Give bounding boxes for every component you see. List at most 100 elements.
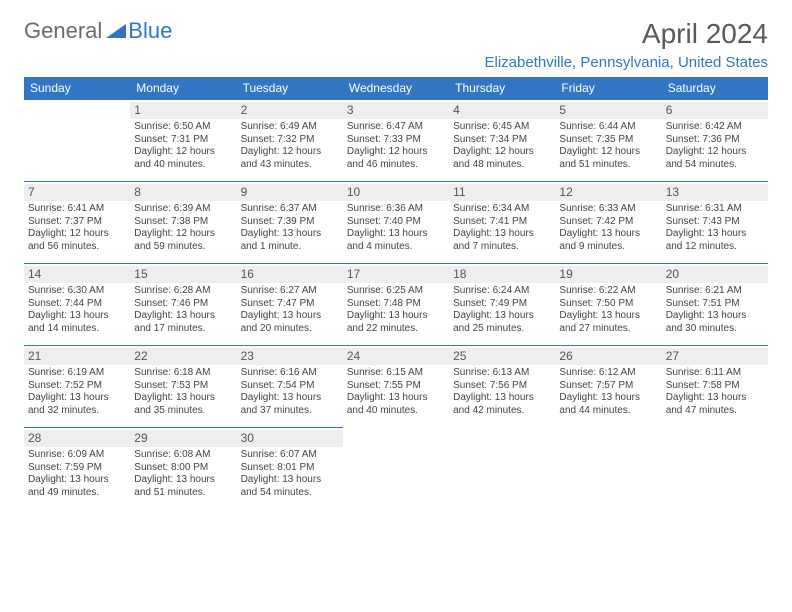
daylight-line: Daylight: 12 hours (347, 146, 445, 159)
daylight-line: Daylight: 13 hours (28, 392, 126, 405)
calendar-cell: 15Sunrise: 6:28 AMSunset: 7:46 PMDayligh… (130, 264, 236, 346)
day-number: 29 (130, 430, 236, 447)
day-number: 6 (662, 102, 768, 119)
calendar-cell: 28Sunrise: 6:09 AMSunset: 7:59 PMDayligh… (24, 428, 130, 510)
sunrise-line: Sunrise: 6:25 AM (347, 285, 445, 298)
sunset-line: Sunset: 7:44 PM (28, 298, 126, 311)
daylight-line: and 1 minute. (241, 241, 339, 254)
sunrise-line: Sunrise: 6:28 AM (134, 285, 232, 298)
calendar-week-row: 28Sunrise: 6:09 AMSunset: 7:59 PMDayligh… (24, 428, 768, 510)
sunset-line: Sunset: 7:40 PM (347, 216, 445, 229)
sunset-line: Sunset: 7:41 PM (453, 216, 551, 229)
daylight-line: and 40 minutes. (134, 159, 232, 172)
sunset-line: Sunset: 8:01 PM (241, 462, 339, 475)
sunrise-line: Sunrise: 6:12 AM (559, 367, 657, 380)
sunset-line: Sunset: 7:55 PM (347, 380, 445, 393)
calendar-cell (662, 428, 768, 510)
daylight-line: Daylight: 13 hours (666, 392, 764, 405)
calendar-cell: 18Sunrise: 6:24 AMSunset: 7:49 PMDayligh… (449, 264, 555, 346)
day-number: 21 (24, 348, 130, 365)
logo-text-general: General (24, 18, 102, 44)
sunset-line: Sunset: 7:33 PM (347, 134, 445, 147)
sunset-line: Sunset: 7:42 PM (559, 216, 657, 229)
daylight-line: Daylight: 13 hours (28, 310, 126, 323)
calendar-cell: 13Sunrise: 6:31 AMSunset: 7:43 PMDayligh… (662, 182, 768, 264)
sunrise-line: Sunrise: 6:24 AM (453, 285, 551, 298)
daylight-line: and 54 minutes. (241, 487, 339, 500)
day-header: Saturday (662, 77, 768, 100)
daylight-line: and 54 minutes. (666, 159, 764, 172)
sunrise-line: Sunrise: 6:15 AM (347, 367, 445, 380)
sunset-line: Sunset: 7:36 PM (666, 134, 764, 147)
daylight-line: and 59 minutes. (134, 241, 232, 254)
calendar-cell: 3 Sunrise: 6:47 AMSunset: 7:33 PMDaylight… (343, 100, 449, 182)
sunrise-line: Sunrise: 6:34 AM (453, 203, 551, 216)
daylight-line: and 25 minutes. (453, 323, 551, 336)
sunrise-line: Sunrise: 6:21 AM (666, 285, 764, 298)
sunset-line: Sunset: 7:31 PM (134, 134, 232, 147)
daylight-line: and 51 minutes. (134, 487, 232, 500)
calendar-cell: 20Sunrise: 6:21 AMSunset: 7:51 PMDayligh… (662, 264, 768, 346)
day-header: Wednesday (343, 77, 449, 100)
daylight-line: and 46 minutes. (347, 159, 445, 172)
day-number: 7 (24, 184, 130, 201)
sunrise-line: Sunrise: 6:22 AM (559, 285, 657, 298)
sunrise-line: Sunrise: 6:41 AM (28, 203, 126, 216)
calendar-cell: 29Sunrise: 6:08 AMSunset: 8:00 PMDayligh… (130, 428, 236, 510)
daylight-line: Daylight: 12 hours (666, 146, 764, 159)
sunset-line: Sunset: 7:43 PM (666, 216, 764, 229)
sunset-line: Sunset: 7:58 PM (666, 380, 764, 393)
calendar-cell: 17Sunrise: 6:25 AMSunset: 7:48 PMDayligh… (343, 264, 449, 346)
daylight-line: Daylight: 13 hours (559, 392, 657, 405)
daylight-line: and 35 minutes. (134, 405, 232, 418)
day-number: 27 (662, 348, 768, 365)
sunrise-line: Sunrise: 6:50 AM (134, 121, 232, 134)
sunrise-line: Sunrise: 6:09 AM (28, 449, 126, 462)
day-number: 9 (237, 184, 343, 201)
day-number: 30 (237, 430, 343, 447)
sunset-line: Sunset: 7:47 PM (241, 298, 339, 311)
sunrise-line: Sunrise: 6:42 AM (666, 121, 764, 134)
sunset-line: Sunset: 7:37 PM (28, 216, 126, 229)
sunset-line: Sunset: 7:56 PM (453, 380, 551, 393)
day-header-row: Sunday Monday Tuesday Wednesday Thursday… (24, 77, 768, 100)
sunrise-line: Sunrise: 6:37 AM (241, 203, 339, 216)
calendar-cell: 27Sunrise: 6:11 AMSunset: 7:58 PMDayligh… (662, 346, 768, 428)
daylight-line: Daylight: 13 hours (241, 392, 339, 405)
daylight-line: and 9 minutes. (559, 241, 657, 254)
day-header: Friday (555, 77, 661, 100)
day-header: Thursday (449, 77, 555, 100)
calendar-cell: 22Sunrise: 6:18 AMSunset: 7:53 PMDayligh… (130, 346, 236, 428)
daylight-line: and 48 minutes. (453, 159, 551, 172)
day-header: Monday (130, 77, 236, 100)
day-number: 28 (24, 430, 130, 447)
day-number: 4 (449, 102, 555, 119)
daylight-line: Daylight: 13 hours (666, 310, 764, 323)
daylight-line: Daylight: 13 hours (347, 310, 445, 323)
location-subtitle: Elizabethville, Pennsylvania, United Sta… (485, 54, 769, 71)
day-header: Sunday (24, 77, 130, 100)
daylight-line: and 56 minutes. (28, 241, 126, 254)
sunrise-line: Sunrise: 6:18 AM (134, 367, 232, 380)
daylight-line: Daylight: 13 hours (453, 228, 551, 241)
sunset-line: Sunset: 8:00 PM (134, 462, 232, 475)
daylight-line: and 47 minutes. (666, 405, 764, 418)
daylight-line: Daylight: 13 hours (453, 392, 551, 405)
sunset-line: Sunset: 7:59 PM (28, 462, 126, 475)
calendar-cell: 4Sunrise: 6:45 AMSunset: 7:34 PMDaylight… (449, 100, 555, 182)
day-number: 14 (24, 266, 130, 283)
daylight-line: and 7 minutes. (453, 241, 551, 254)
daylight-line: Daylight: 13 hours (666, 228, 764, 241)
calendar-cell: 7Sunrise: 6:41 AMSunset: 7:37 PMDaylight… (24, 182, 130, 264)
calendar-cell: 25Sunrise: 6:13 AMSunset: 7:56 PMDayligh… (449, 346, 555, 428)
day-number: 3 (343, 102, 449, 119)
calendar-cell: 8Sunrise: 6:39 AMSunset: 7:38 PMDaylight… (130, 182, 236, 264)
daylight-line: and 44 minutes. (559, 405, 657, 418)
sunset-line: Sunset: 7:38 PM (134, 216, 232, 229)
daylight-line: Daylight: 13 hours (559, 310, 657, 323)
sunrise-line: Sunrise: 6:47 AM (347, 121, 445, 134)
daylight-line: Daylight: 13 hours (134, 310, 232, 323)
sunset-line: Sunset: 7:34 PM (453, 134, 551, 147)
daylight-line: Daylight: 12 hours (134, 146, 232, 159)
daylight-line: and 4 minutes. (347, 241, 445, 254)
